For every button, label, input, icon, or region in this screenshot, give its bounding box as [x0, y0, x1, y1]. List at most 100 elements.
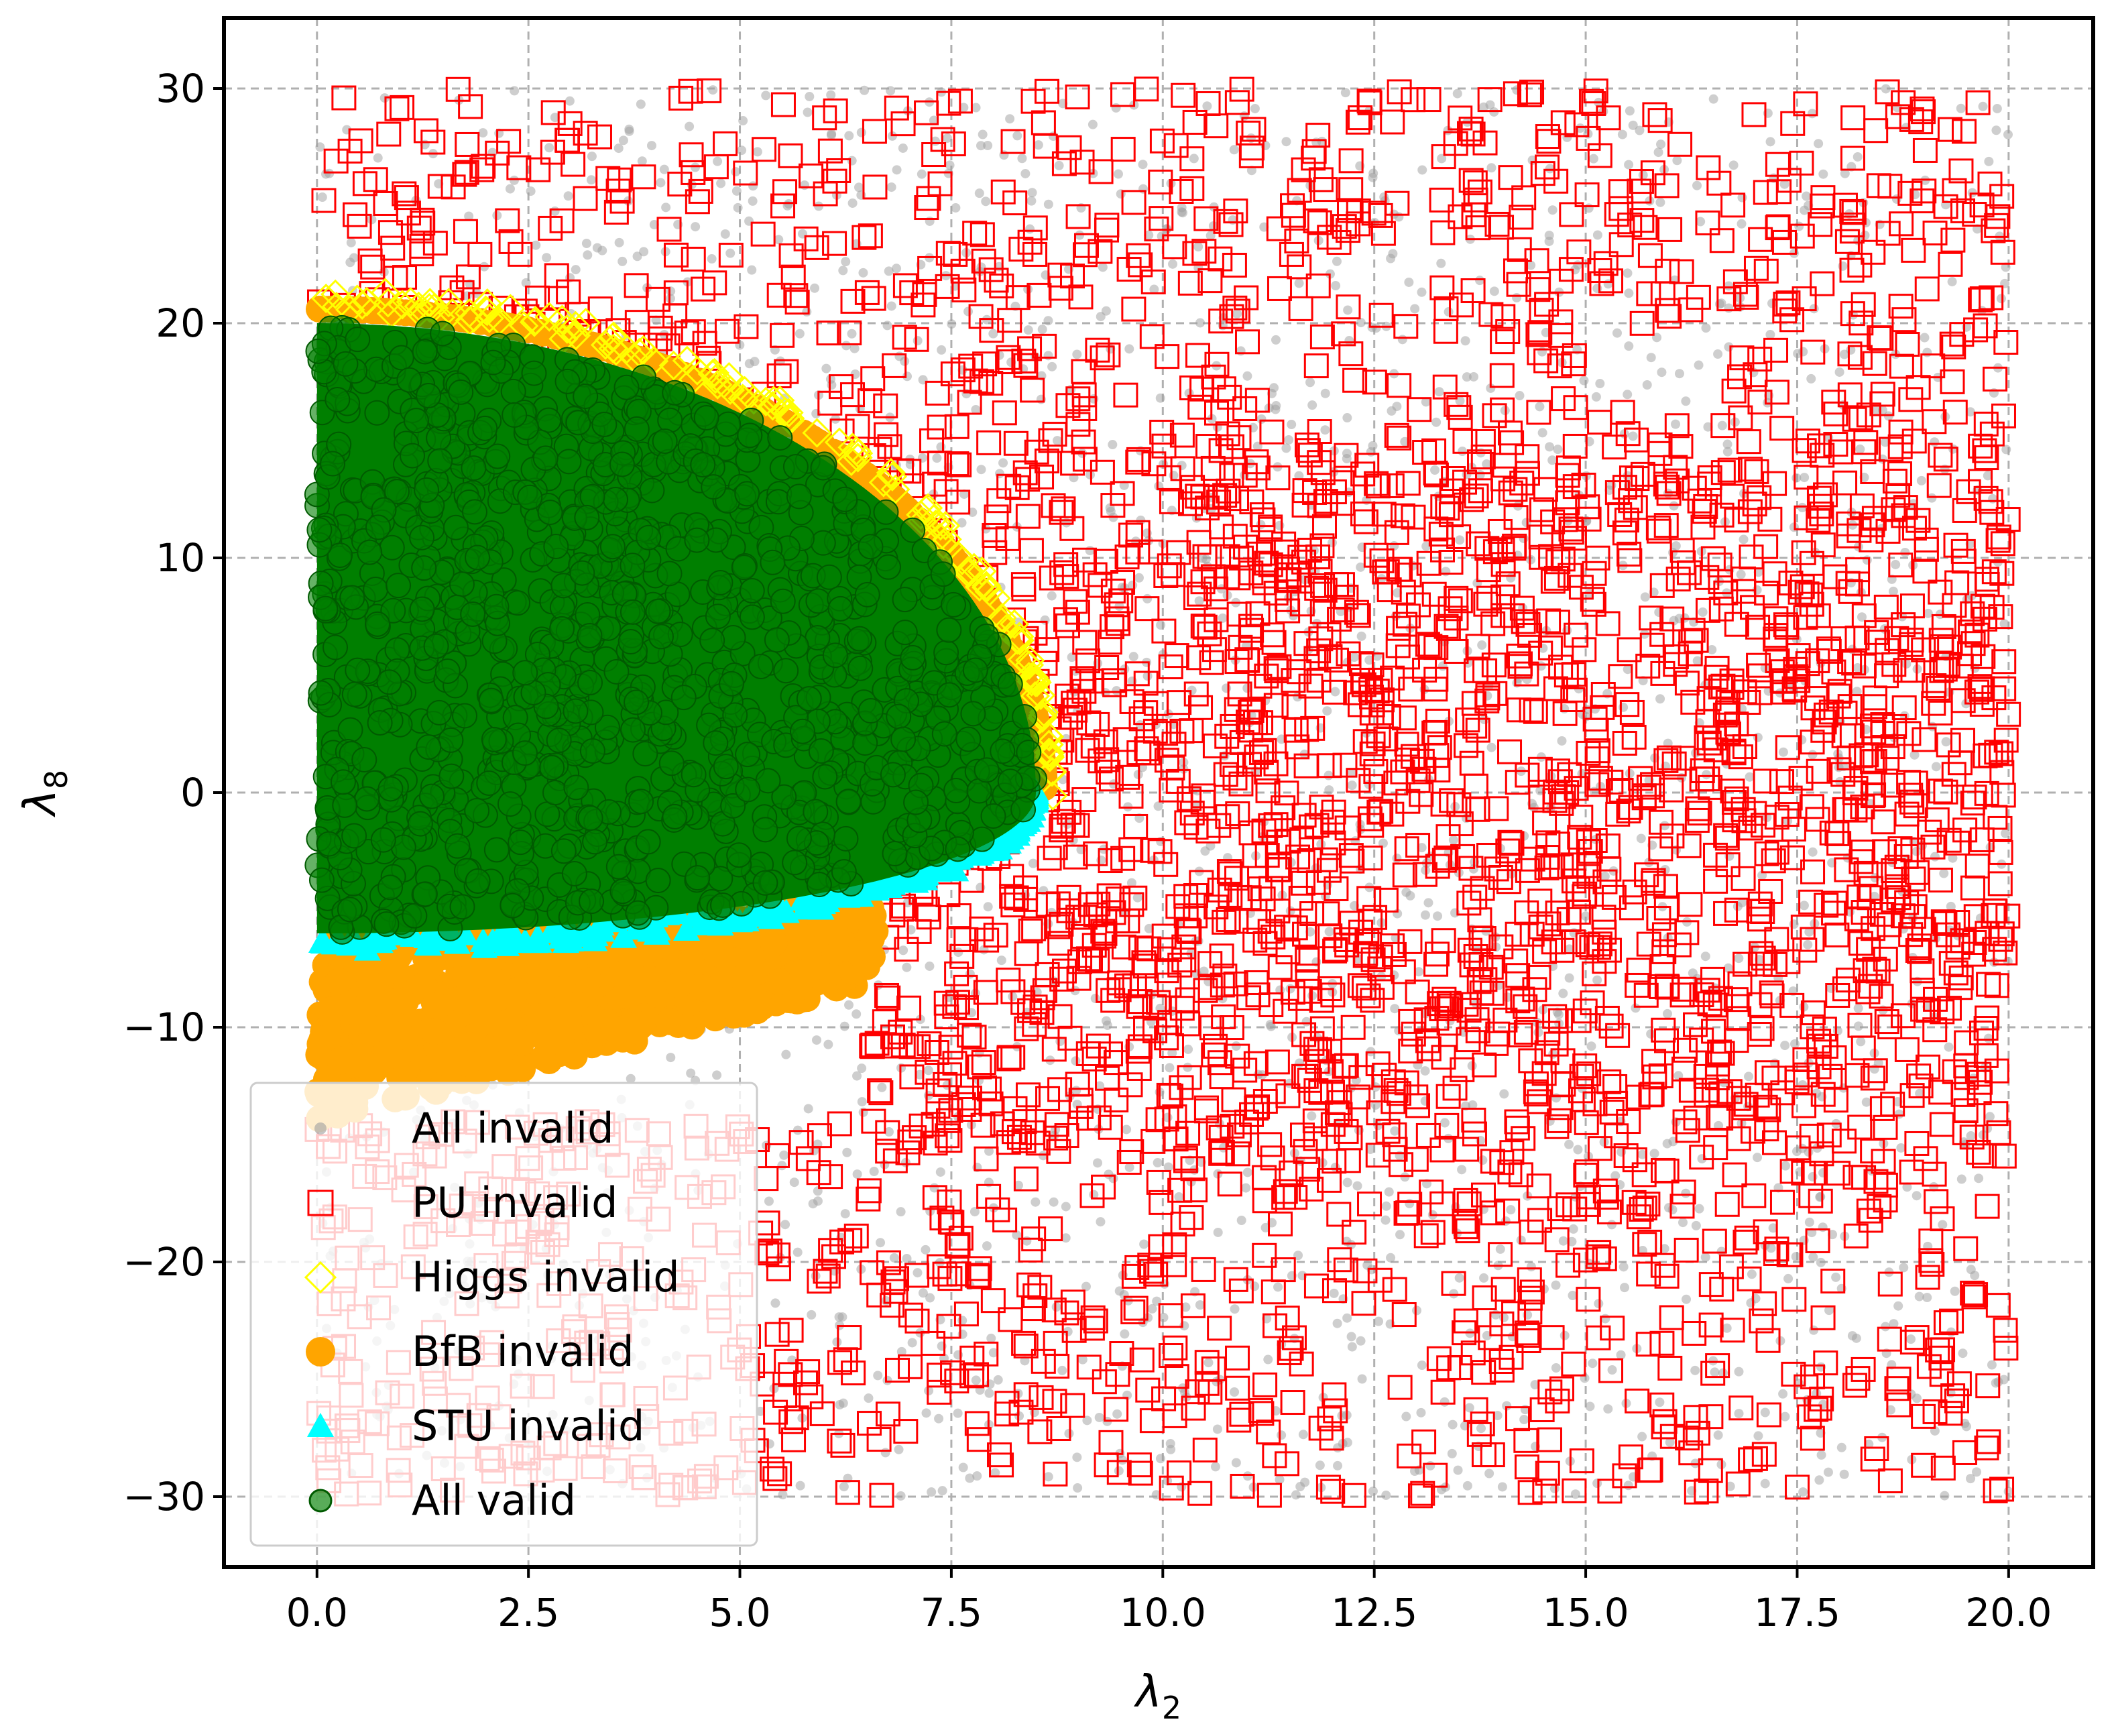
all-invalid-point [1342, 413, 1352, 423]
pu-invalid-point [1075, 1041, 1101, 1066]
all-invalid-point [840, 1209, 850, 1219]
pu-invalid-point [467, 241, 493, 267]
pu-invalid-point [763, 1399, 788, 1425]
pu-invalid-point [1113, 382, 1138, 408]
all-invalid-point [889, 1253, 899, 1263]
pu-invalid-point [1647, 441, 1673, 466]
all-invalid-point [1134, 573, 1144, 583]
pu-invalid-point [1092, 1369, 1117, 1395]
all-invalid-point [1760, 1479, 1770, 1489]
pu-invalid-point [1267, 955, 1293, 980]
all-invalid-point [1640, 592, 1650, 602]
pu-invalid-point [1930, 1455, 1956, 1481]
pu-invalid-point [1158, 1343, 1183, 1369]
pu-invalid-point [1026, 282, 1052, 308]
pu-invalid-point [770, 323, 795, 348]
all-invalid-point [1708, 94, 1718, 104]
pu-invalid-point [1514, 1454, 1539, 1480]
all-invalid-point [1607, 1365, 1617, 1375]
pu-invalid-point [1896, 721, 1922, 746]
all-invalid-point [1111, 103, 1121, 113]
all-invalid-point [886, 86, 896, 96]
pu-invalid-point [1646, 906, 1671, 931]
all-invalid-point [1479, 1273, 1489, 1283]
all-invalid-point [1462, 1481, 1472, 1491]
all-invalid-point [1379, 192, 1389, 202]
all-invalid-point [1199, 966, 1209, 976]
all-invalid-point [1218, 613, 1228, 623]
all-invalid-point [1203, 1358, 1214, 1368]
pu-invalid-point [1489, 363, 1515, 388]
all-invalid-point [1545, 442, 1555, 452]
all-invalid-point [1791, 1252, 1801, 1262]
all-invalid-point [1669, 501, 1679, 511]
pu-invalid-point [1899, 1159, 1924, 1185]
all-invalid-point [1423, 898, 1433, 908]
all-invalid-point [1144, 230, 1154, 240]
pu-invalid-point [1951, 548, 1977, 574]
all-invalid-point [1139, 1239, 1149, 1249]
all-invalid-point [1448, 835, 1458, 845]
all-invalid-point [894, 351, 904, 361]
pu-invalid-point [1461, 1107, 1486, 1133]
pu-invalid-point [767, 1461, 792, 1487]
all-invalid-point [1624, 160, 1634, 170]
all-invalid-point [1803, 939, 1813, 949]
pu-invalid-point [1689, 766, 1714, 792]
pu-invalid-point [1973, 411, 1999, 437]
all-invalid-point [1655, 1397, 1665, 1407]
pu-invalid-point [1964, 854, 1990, 879]
all-invalid-point [1067, 652, 1077, 662]
all-invalid-point [892, 264, 902, 274]
pu-invalid-point [1913, 1146, 1938, 1171]
pu-invalid-point [624, 273, 649, 298]
pu-invalid-point [1840, 105, 1866, 131]
pu-invalid-point [1822, 564, 1848, 589]
pu-invalid-point [1505, 921, 1530, 947]
all-invalid-point [860, 85, 870, 95]
pu-invalid-point [1612, 520, 1637, 546]
all-invalid-point [1880, 437, 1890, 447]
all-invalid-point [686, 1068, 696, 1078]
pu-invalid-point [755, 1210, 780, 1236]
all-invalid-point [1836, 1442, 1846, 1452]
all-invalid-point [869, 1167, 879, 1177]
all-invalid-point [1914, 1291, 1924, 1301]
all-invalid-point [811, 1271, 821, 1281]
all-invalid-point [937, 345, 947, 355]
all-invalid-point [1222, 683, 1232, 693]
all-invalid-point [1628, 120, 1638, 130]
all-invalid-point [563, 191, 573, 201]
all-invalid-point [937, 1486, 947, 1496]
all-invalid-point [1206, 231, 1216, 241]
pu-invalid-point [1506, 643, 1531, 669]
all-invalid-point [982, 1241, 992, 1251]
all-invalid-point [934, 1413, 944, 1424]
pu-invalid-point [1775, 290, 1801, 316]
all-invalid-point [1938, 1220, 1948, 1230]
pu-invalid-point [1922, 221, 1948, 246]
pu-invalid-point [1537, 1427, 1562, 1452]
all-invalid-point [521, 278, 531, 288]
all-invalid-point [1737, 219, 1747, 229]
all-invalid-point [923, 1065, 933, 1076]
pu-invalid-point [1049, 560, 1075, 585]
all-invalid-point [1468, 1100, 1478, 1110]
pu-invalid-point [1424, 941, 1450, 967]
pu-invalid-point [713, 131, 738, 156]
all-invalid-point [1888, 586, 1898, 596]
pu-invalid-point [1813, 1350, 1838, 1376]
pu-invalid-point [1397, 1443, 1422, 1468]
pu-invalid-point [1134, 596, 1160, 622]
all-invalid-point [1163, 1162, 1173, 1172]
pu-invalid-point [1046, 1139, 1071, 1164]
pu-invalid-point [1721, 378, 1747, 404]
all-invalid-point [1594, 1299, 1604, 1309]
pu-invalid-point [866, 1427, 892, 1452]
pu-invalid-point [762, 1466, 788, 1491]
all-invalid-point [917, 453, 927, 463]
all-invalid-point [1831, 1272, 1841, 1282]
all-invalid-point [1624, 288, 1634, 298]
all-invalid-point [988, 329, 998, 339]
pu-invalid-point [1886, 1367, 1912, 1392]
